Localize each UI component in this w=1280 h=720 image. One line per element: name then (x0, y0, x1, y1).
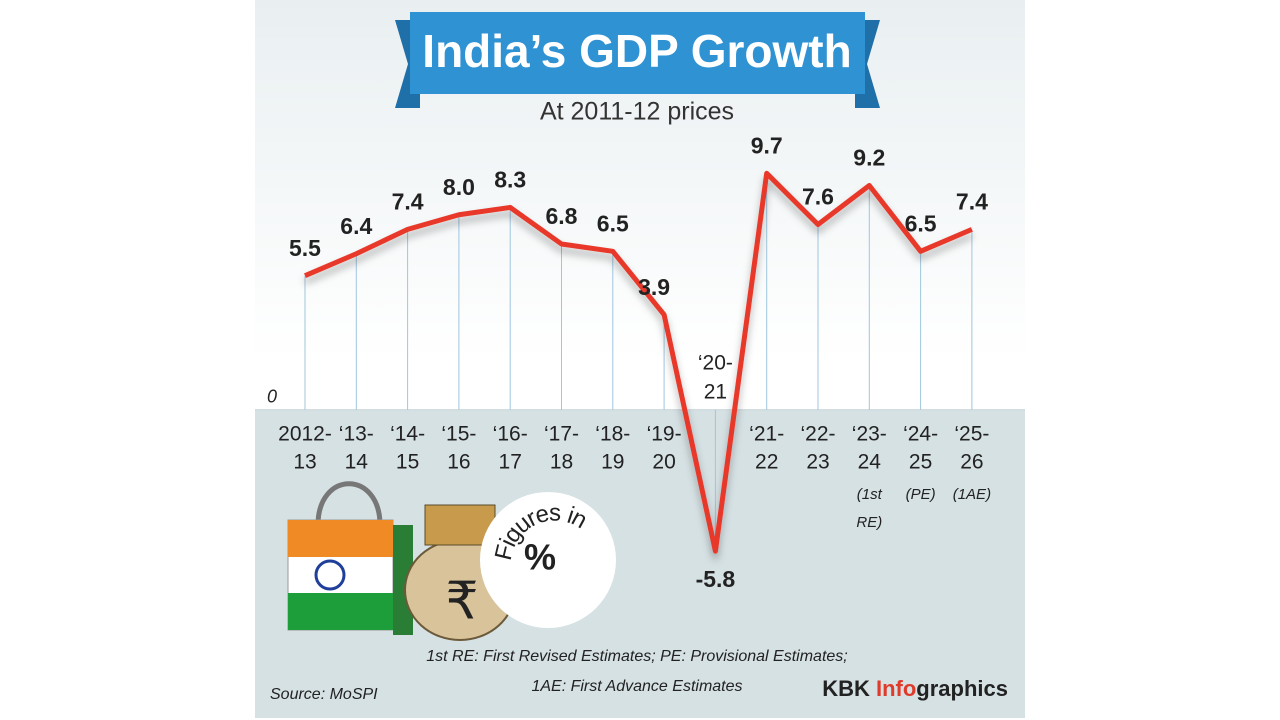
value-label: 6.4 (340, 213, 372, 239)
brand-part: Info (876, 676, 916, 701)
x-tick-label: 21 (704, 380, 727, 403)
value-label: 8.0 (443, 174, 475, 200)
chart-subtitle: At 2011-12 prices (540, 98, 734, 126)
brand-part: graphics (916, 676, 1008, 701)
x-tick-label: ‘22- (800, 423, 835, 446)
x-tick-label: 19 (601, 451, 624, 474)
x-tick-label: 26 (960, 451, 983, 474)
x-tick-label: ‘20- (698, 351, 733, 374)
value-label: 9.7 (751, 132, 783, 158)
value-label: 7.4 (956, 188, 988, 214)
value-label: -5.8 (696, 566, 736, 592)
x-tick-label: ‘18- (595, 423, 630, 446)
value-label: 3.9 (638, 274, 670, 300)
x-tick-label: 23 (806, 451, 829, 474)
value-label: 6.8 (546, 203, 578, 229)
x-tick-label: 25 (909, 451, 932, 474)
banner (410, 12, 865, 94)
badge (480, 492, 616, 628)
x-tick-label: ‘14- (390, 423, 425, 446)
source: Source: MoSPI (270, 686, 378, 703)
x-tick-label: 16 (447, 451, 470, 474)
x-tick-note: (1AE) (953, 486, 991, 503)
value-label: 7.4 (392, 188, 424, 214)
brand-part: KBK (822, 676, 876, 701)
value-label: 6.5 (905, 210, 937, 236)
brand: KBK Infographics (822, 676, 1008, 701)
x-tick-label: ‘25- (954, 423, 989, 446)
x-tick-label: ‘23- (852, 423, 887, 446)
x-tick-label: ‘24- (903, 423, 938, 446)
x-tick-label: ‘15- (441, 423, 476, 446)
x-tick-note: (1st (857, 486, 883, 503)
x-tick-label: ‘16- (493, 423, 528, 446)
x-tick-label: 17 (499, 451, 522, 474)
x-tick-note: RE) (856, 514, 882, 531)
data-line (304, 170, 973, 554)
rupee-symbol: ₹ (445, 573, 478, 631)
x-tick-label: 22 (755, 451, 778, 474)
value-label: 5.5 (289, 235, 321, 261)
x-tick-label: 13 (293, 451, 316, 474)
x-tick-label: ‘13- (339, 423, 374, 446)
x-tick-label: 20 (652, 451, 675, 474)
x-tick-label: 24 (858, 451, 882, 474)
badge-symbol: % (524, 537, 556, 578)
x-tick-label: 18 (550, 451, 573, 474)
value-label: 9.2 (853, 145, 885, 171)
value-label: 6.5 (597, 210, 629, 236)
x-tick-label: ‘17- (544, 423, 579, 446)
x-tick-label: 2012- (278, 423, 332, 446)
x-tick-label: 15 (396, 451, 419, 474)
x-tick-label: ‘19- (647, 423, 682, 446)
x-tick-label: 14 (345, 451, 369, 474)
value-label: 7.6 (802, 184, 834, 210)
footnote: 1AE: First Advance Estimates (531, 678, 742, 695)
y-tick-label: 0 (267, 387, 277, 407)
x-tick-label: ‘21- (749, 423, 784, 446)
x-tick-note: (PE) (906, 486, 936, 503)
chart-title: India’s GDP Growth (422, 25, 851, 77)
footnote: 1st RE: First Revised Estimates; PE: Pro… (426, 648, 847, 665)
value-label: 8.3 (494, 167, 526, 193)
